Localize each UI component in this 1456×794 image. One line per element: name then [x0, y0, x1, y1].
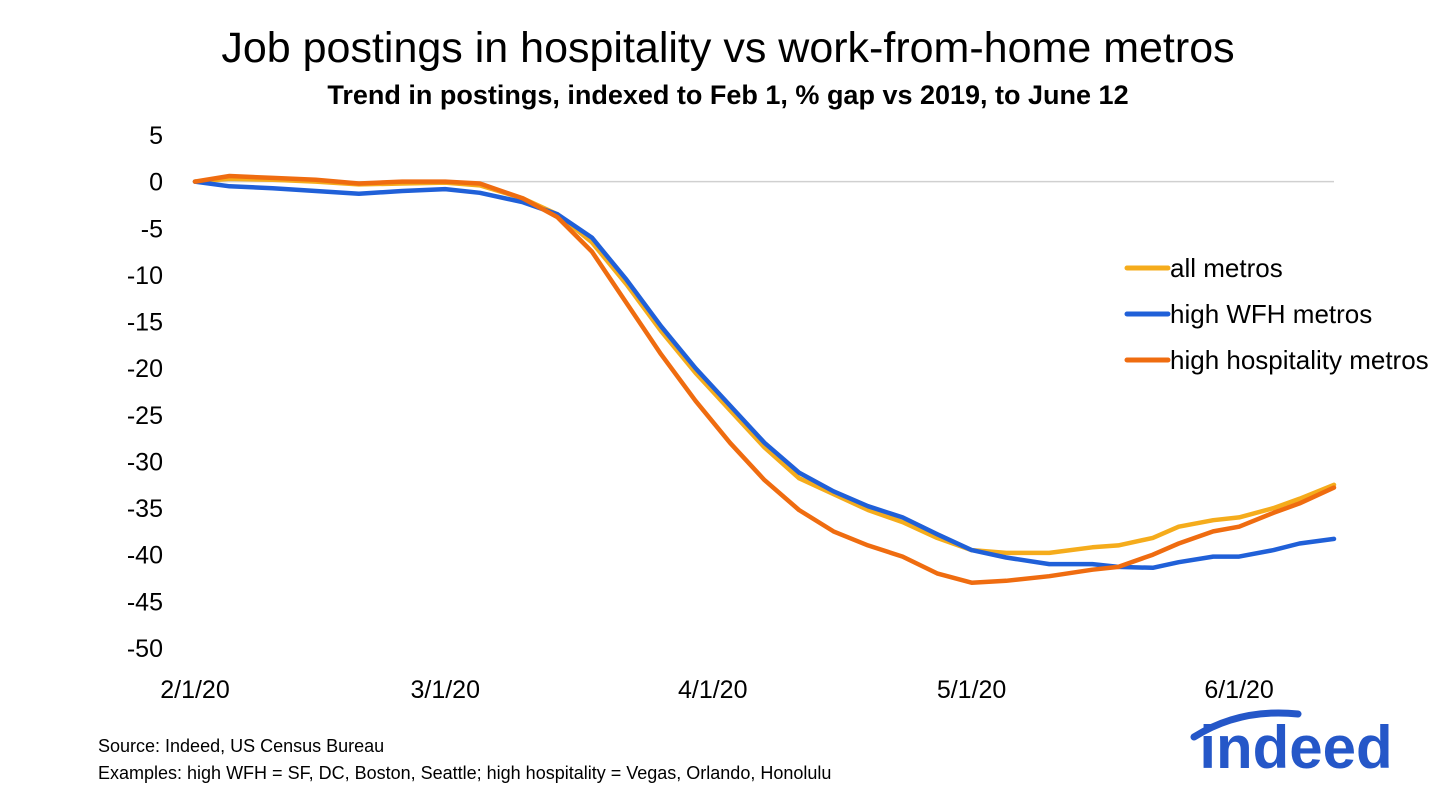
chart-subtitle: Trend in postings, indexed to Feb 1, % g…: [327, 80, 1128, 110]
series-lines: [192, 173, 1337, 585]
x-tick-label: 3/1/20: [410, 676, 480, 704]
x-axis: 2/1/20 3/1/20 4/1/20 5/1/20 6/1/20: [160, 676, 1274, 704]
legend-label: high hospitality metros: [1170, 345, 1429, 375]
y-tick-label: -20: [127, 355, 163, 383]
y-tick-label: -25: [127, 402, 163, 430]
y-tick-label: -10: [127, 262, 163, 290]
y-tick-label: -35: [127, 495, 163, 523]
legend: all metros high WFH metros high hospitalit…: [1124, 253, 1429, 375]
series-line-high-hospitality-metros: [192, 173, 1337, 585]
chart-title: Job postings in hospitality vs work-from…: [221, 24, 1234, 72]
x-tick-label: 6/1/20: [1204, 676, 1274, 704]
source-note: Source: Indeed, US Census Bureau: [98, 736, 384, 756]
x-tick-label: 5/1/20: [937, 676, 1007, 704]
y-axis: 5 0 -5 -10 -15 -20 -25 -30 -35 -40 -45 -50: [127, 122, 163, 663]
logo-swoosh: [1190, 709, 1302, 741]
logo-wordmark: indeed: [1199, 714, 1392, 781]
indeed-logo: indeed: [1190, 709, 1393, 781]
y-tick-label: -5: [141, 215, 163, 243]
x-tick-label: 2/1/20: [160, 676, 230, 704]
legend-label: all metros: [1170, 253, 1283, 283]
y-tick-label: -30: [127, 448, 163, 476]
legend-label: high WFH metros: [1170, 299, 1372, 329]
y-tick-label: -40: [127, 542, 163, 570]
y-tick-label: -45: [127, 588, 163, 616]
examples-note: Examples: high WFH = SF, DC, Boston, Sea…: [98, 763, 831, 783]
y-tick-label: 0: [149, 169, 163, 197]
x-tick-label: 4/1/20: [678, 676, 748, 704]
y-tick-label: -50: [127, 635, 163, 663]
series-line-all-metros: [192, 176, 1337, 556]
y-tick-label: 5: [149, 122, 163, 150]
series-line-high-wfh-metros: [192, 179, 1337, 571]
y-tick-label: -15: [127, 309, 163, 337]
